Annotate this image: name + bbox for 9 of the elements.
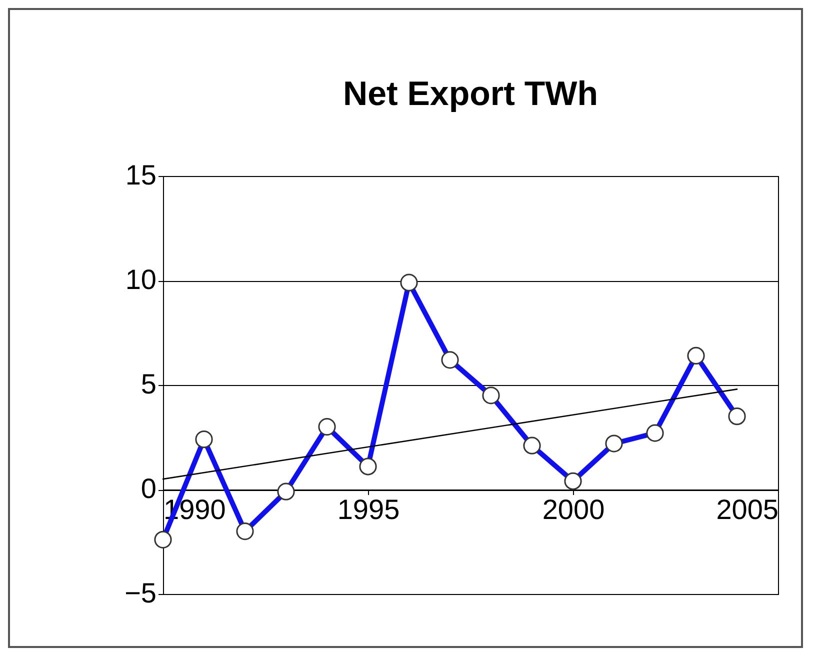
y-tick-label: 5	[140, 368, 156, 400]
x-tick-label: 2000	[542, 494, 605, 525]
y-tick-label: 15	[125, 160, 156, 190]
y-tick-label: 10	[125, 264, 156, 295]
x-tick-label: 1995	[337, 494, 400, 525]
y-tick-label: 0	[140, 473, 156, 504]
y-tick-label: −5	[124, 578, 156, 608]
chart-title: Net Export TWh	[343, 75, 598, 113]
x-tick-label: 2005	[716, 494, 778, 525]
